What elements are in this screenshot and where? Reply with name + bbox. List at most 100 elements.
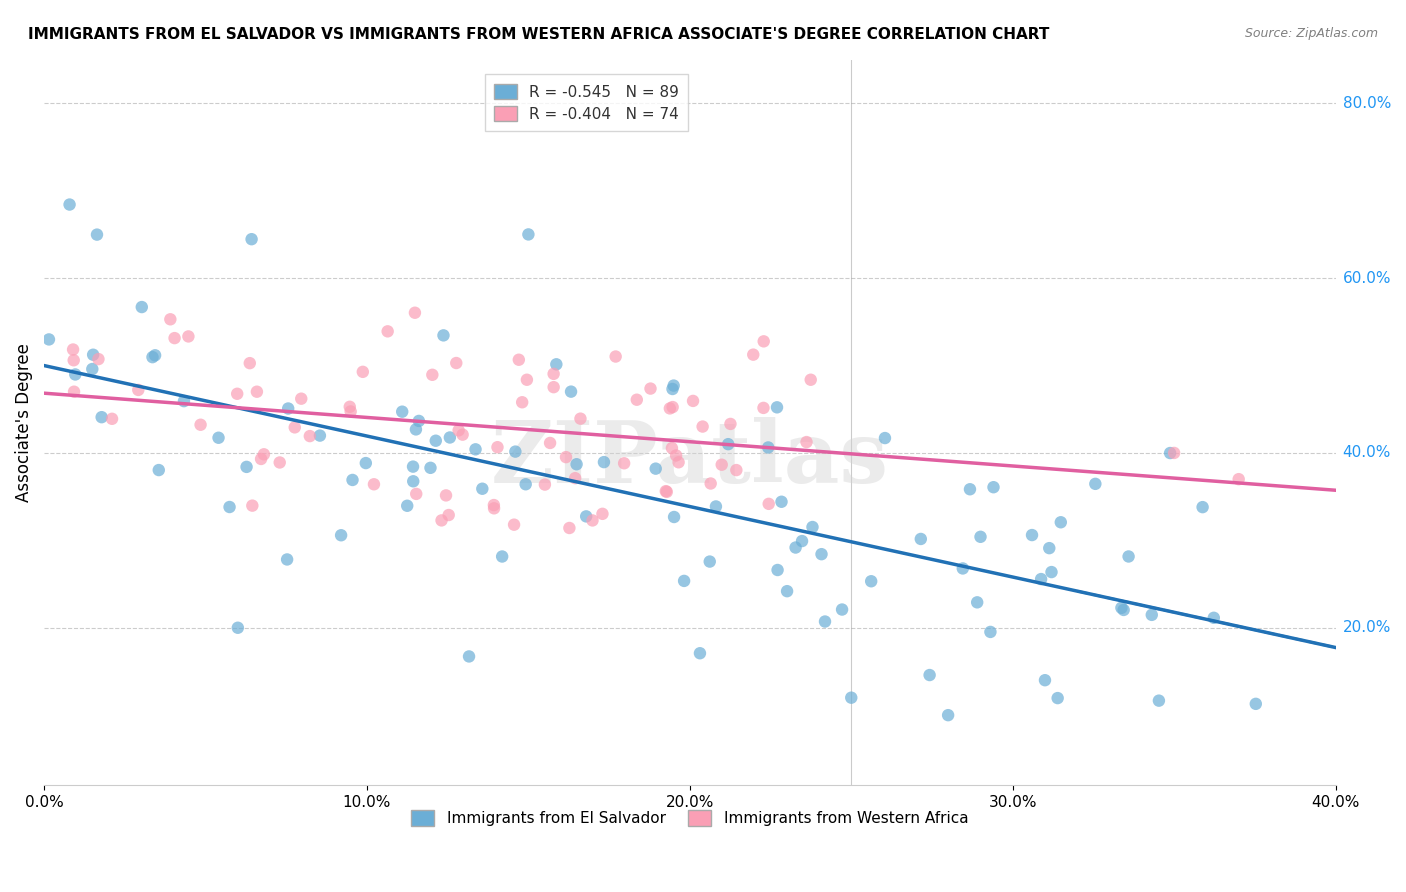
Point bbox=[668, 455, 690, 469]
Point bbox=[1111, 600, 1133, 615]
Point bbox=[391, 405, 413, 419]
Point bbox=[605, 350, 627, 364]
Text: ZIPatlas: ZIPatlas bbox=[491, 417, 889, 500]
Point bbox=[148, 463, 170, 477]
Point bbox=[959, 482, 981, 496]
Point bbox=[239, 356, 262, 370]
Point bbox=[546, 357, 568, 371]
Y-axis label: Associate's Degree: Associate's Degree bbox=[15, 343, 32, 502]
Point bbox=[658, 401, 681, 416]
Point bbox=[101, 412, 124, 426]
Point bbox=[581, 513, 603, 527]
Point bbox=[235, 459, 257, 474]
Point bbox=[226, 621, 249, 635]
Point bbox=[1033, 673, 1056, 688]
Point bbox=[90, 410, 112, 425]
Point bbox=[143, 348, 166, 362]
Point bbox=[785, 541, 807, 555]
Point bbox=[298, 429, 321, 443]
Point bbox=[377, 324, 399, 338]
Point bbox=[969, 530, 991, 544]
Point bbox=[408, 414, 430, 428]
Point bbox=[1163, 446, 1185, 460]
Point bbox=[38, 333, 60, 347]
Point bbox=[1118, 549, 1140, 564]
Point bbox=[756, 441, 779, 455]
Point bbox=[510, 395, 533, 409]
Point bbox=[486, 440, 509, 454]
Point bbox=[860, 574, 883, 589]
Point bbox=[458, 649, 481, 664]
Point bbox=[240, 232, 263, 246]
Point bbox=[873, 431, 896, 445]
Point bbox=[979, 624, 1001, 639]
Point bbox=[163, 331, 186, 345]
Point bbox=[640, 382, 662, 396]
Text: IMMIGRANTS FROM EL SALVADOR VS IMMIGRANTS FROM WESTERN AFRICA ASSOCIATE'S DEGREE: IMMIGRANTS FROM EL SALVADOR VS IMMIGRANT… bbox=[28, 27, 1049, 42]
Point bbox=[704, 500, 727, 514]
Point bbox=[516, 373, 538, 387]
Text: 60.0%: 60.0% bbox=[1343, 270, 1391, 285]
Point bbox=[661, 441, 683, 455]
Point bbox=[127, 383, 149, 397]
Point bbox=[801, 520, 824, 534]
Point bbox=[1140, 607, 1163, 622]
Point bbox=[491, 549, 513, 564]
Point bbox=[796, 435, 818, 450]
Point bbox=[482, 498, 505, 512]
Point bbox=[575, 509, 598, 524]
Point bbox=[250, 452, 273, 467]
Text: Source: ZipAtlas.com: Source: ZipAtlas.com bbox=[1244, 27, 1378, 40]
Point bbox=[699, 555, 721, 569]
Point bbox=[593, 455, 616, 469]
Point bbox=[742, 348, 765, 362]
Point bbox=[560, 384, 582, 399]
Point bbox=[404, 306, 426, 320]
Point bbox=[662, 378, 685, 392]
Point bbox=[405, 487, 427, 501]
Point bbox=[766, 563, 789, 577]
Point bbox=[564, 471, 586, 485]
Point bbox=[352, 365, 374, 379]
Point bbox=[434, 488, 457, 502]
Point bbox=[446, 356, 468, 370]
Point bbox=[558, 521, 581, 535]
Text: 40.0%: 40.0% bbox=[1343, 445, 1391, 460]
Point bbox=[173, 394, 195, 409]
Point bbox=[770, 495, 793, 509]
Point bbox=[290, 392, 312, 406]
Point bbox=[1112, 603, 1135, 617]
Point bbox=[451, 427, 474, 442]
Point bbox=[63, 384, 86, 399]
Point bbox=[339, 404, 361, 418]
Point bbox=[591, 507, 613, 521]
Point bbox=[246, 384, 269, 399]
Point bbox=[717, 437, 740, 451]
Point bbox=[402, 459, 425, 474]
Text: 80.0%: 80.0% bbox=[1343, 95, 1391, 111]
Point bbox=[758, 497, 780, 511]
Point bbox=[86, 227, 108, 242]
Point bbox=[661, 382, 683, 396]
Point bbox=[1084, 476, 1107, 491]
Point bbox=[790, 534, 813, 549]
Point bbox=[82, 362, 104, 376]
Legend: Immigrants from El Salvador, Immigrants from Western Africa: Immigrants from El Salvador, Immigrants … bbox=[402, 801, 977, 836]
Point bbox=[613, 456, 636, 470]
Point bbox=[725, 463, 748, 477]
Point bbox=[543, 380, 565, 394]
Point bbox=[655, 484, 678, 499]
Point bbox=[983, 480, 1005, 494]
Point bbox=[692, 419, 714, 434]
Point bbox=[277, 401, 299, 416]
Point bbox=[425, 434, 447, 448]
Point bbox=[419, 460, 441, 475]
Point bbox=[363, 477, 385, 491]
Point bbox=[1038, 541, 1060, 556]
Point bbox=[330, 528, 353, 542]
Point bbox=[831, 602, 853, 616]
Point bbox=[482, 501, 505, 516]
Point bbox=[665, 449, 688, 463]
Point bbox=[437, 508, 460, 522]
Point bbox=[464, 442, 486, 457]
